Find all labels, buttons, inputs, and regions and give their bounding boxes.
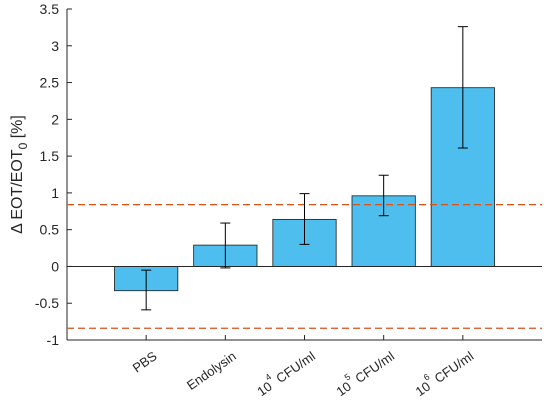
- y-axis-title: Δ EOT/EOT0 [%]: [9, 115, 30, 234]
- y-tick-label: 2.5: [40, 75, 60, 91]
- y-tick-label: 3: [51, 38, 59, 54]
- y-tick-label: 2: [51, 111, 59, 127]
- x-category-label: PBS: [129, 348, 159, 375]
- y-tick-label: 0: [51, 258, 59, 274]
- x-category-label: 106 CFU/ml: [410, 345, 476, 399]
- plot-area: -1 -0.5 0 0.5 1 1.5 2 2.5 3 3.5 PBS Endolysin 104 CF…: [35, 1, 542, 399]
- y-tick-label: 0.5: [40, 222, 60, 238]
- y-tick-label: -1: [47, 332, 60, 348]
- y-tick-label: 1: [51, 185, 59, 201]
- y-tick-label: -0.5: [35, 295, 59, 311]
- x-category-label: 105 CFU/ml: [331, 345, 397, 399]
- x-category-label: 104 CFU/ml: [252, 345, 318, 399]
- x-category-label: Endolysin: [184, 348, 239, 393]
- y-tick-label: 1.5: [40, 148, 60, 164]
- y-axis-label: Δ EOT/EOT0 [%]: [9, 115, 30, 234]
- y-tick-label: 3.5: [40, 1, 60, 17]
